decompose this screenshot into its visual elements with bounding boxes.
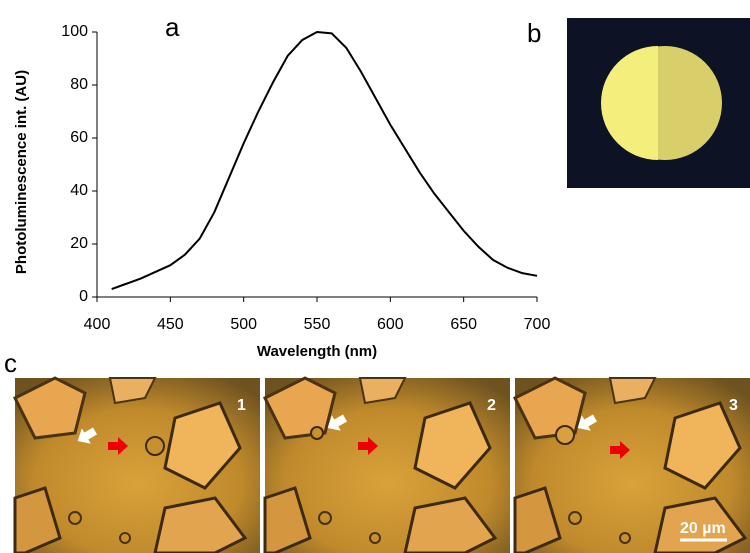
- y-tick-label: 0: [79, 288, 88, 305]
- frame-number: 2: [487, 397, 496, 414]
- y-tick-label: 60: [70, 129, 88, 146]
- data-line: [112, 32, 537, 289]
- x-tick-label: 450: [157, 316, 184, 333]
- figure-svg: a Photoluminescence int. (AU) Wavelength…: [0, 0, 750, 553]
- scale-bar-label: 20 µm: [680, 520, 726, 537]
- frame: 3 20 µm: [515, 378, 750, 553]
- panel-c: c 1 2 3 20 µm: [4, 348, 750, 553]
- frame: 2: [265, 378, 510, 553]
- x-tick-label: 650: [450, 316, 477, 333]
- frame-number: 3: [729, 397, 738, 414]
- panel-label: a: [165, 12, 180, 42]
- y-tick-label: 20: [70, 235, 88, 252]
- x-tick-label: 400: [84, 316, 111, 333]
- x-tick-label: 550: [304, 316, 331, 333]
- y-tick-label: 80: [70, 76, 88, 93]
- y-axis-label: Photoluminescence int. (AU): [13, 70, 30, 274]
- panel-label: b: [527, 18, 541, 48]
- x-tick-label: 700: [524, 316, 551, 333]
- panel-a: a Photoluminescence int. (AU) Wavelength…: [13, 12, 550, 360]
- x-tick-label: 500: [230, 316, 257, 333]
- frame-number: 1: [237, 397, 246, 414]
- x-tick-label: 600: [377, 316, 404, 333]
- figure: a Photoluminescence int. (AU) Wavelength…: [0, 0, 750, 553]
- y-tick-label: 40: [70, 182, 88, 199]
- frame: 1: [15, 378, 260, 553]
- panel-label: c: [4, 348, 17, 378]
- x-axis-label: Wavelength (nm): [257, 343, 377, 360]
- y-tick-label: 100: [61, 23, 88, 40]
- panel-b: b: [527, 18, 750, 188]
